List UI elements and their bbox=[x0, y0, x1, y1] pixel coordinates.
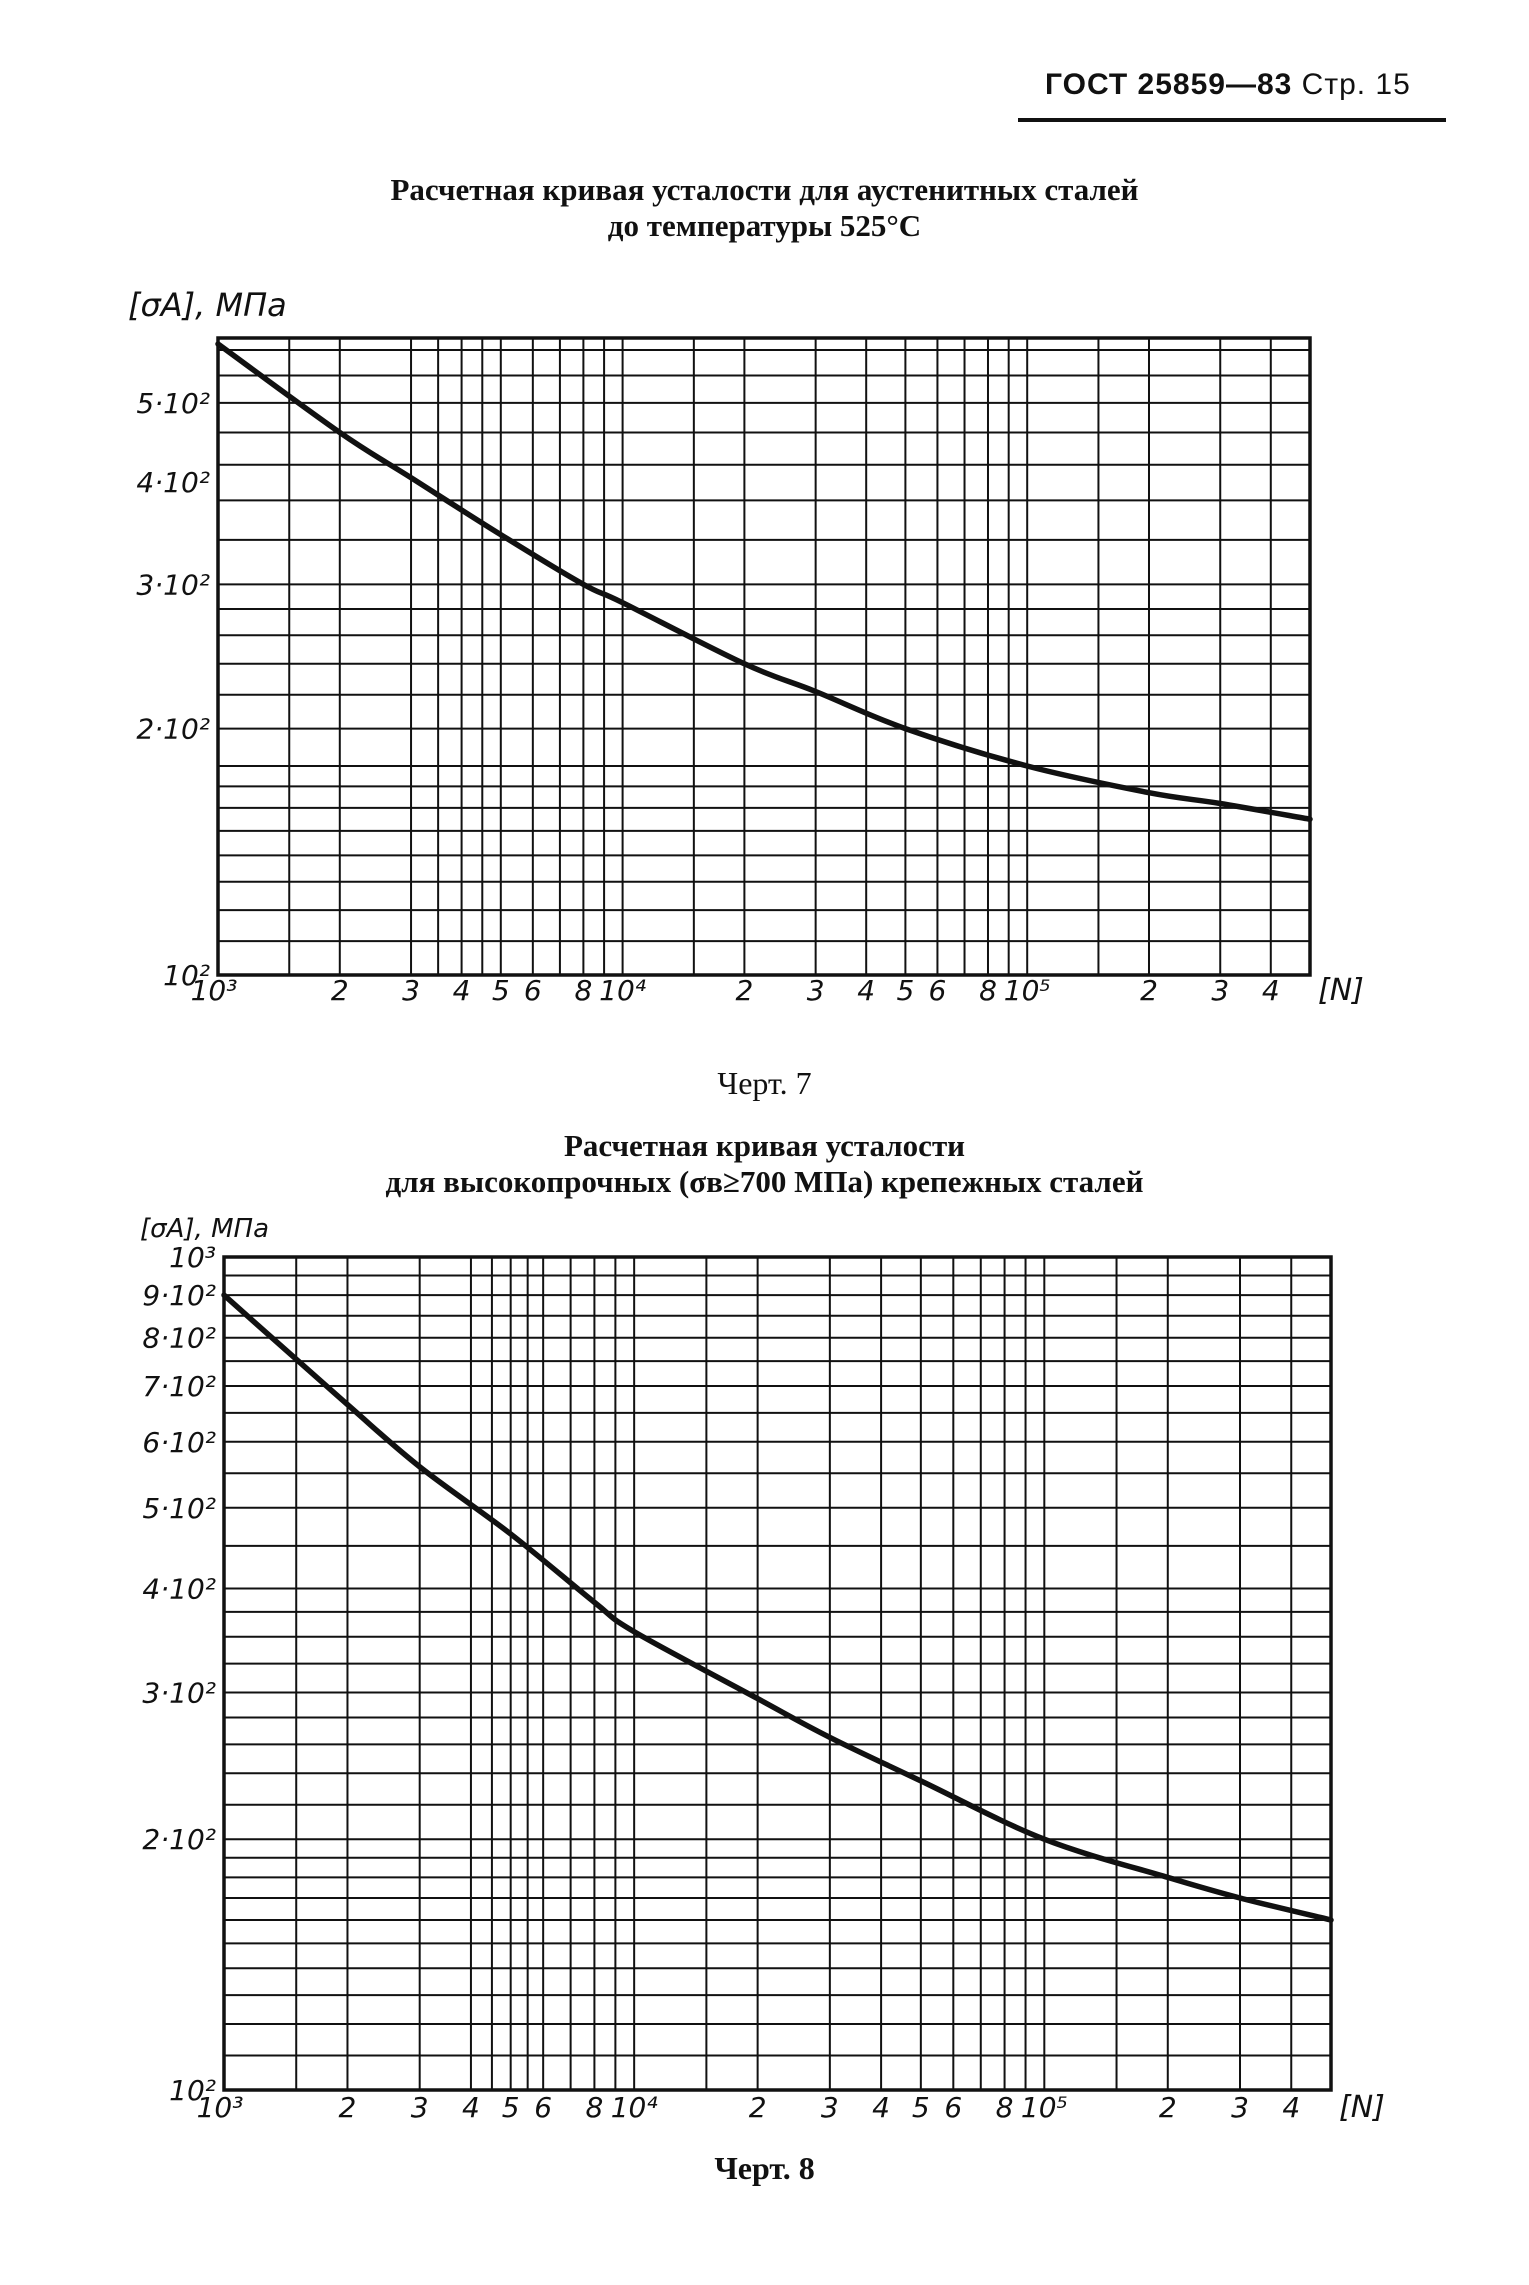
chart7-y-tick-label: 4·10² bbox=[136, 466, 210, 499]
chart8-x-tick-label: 6 bbox=[534, 2091, 552, 2124]
chart7-x-tick-label: 10⁵ bbox=[1004, 974, 1051, 1007]
chart7-x-tick-label: 10³ bbox=[191, 974, 238, 1007]
chart8-y-tick-label: 8·10² bbox=[142, 1322, 216, 1355]
chart7-x-tick-label: 5 bbox=[896, 974, 914, 1007]
chart8-y-tick-label: 3·10² bbox=[142, 1677, 216, 1710]
chart8-x-tick-label: 8 bbox=[585, 2091, 603, 2124]
chart7-x-tick-label: 2 bbox=[331, 974, 349, 1007]
chart8-y-tick-label: 9·10² bbox=[142, 1279, 216, 1312]
chart7-title-line2: до температуры 525°С bbox=[607, 208, 922, 243]
page-number: Стр. 15 bbox=[1301, 68, 1411, 101]
chart8-y-tick-label: 5·10² bbox=[142, 1492, 216, 1525]
chart7-y-tick-label: 10² bbox=[163, 959, 210, 992]
chart8-plot-frame bbox=[222, 1255, 1333, 2092]
chart7-series-curve bbox=[215, 341, 1313, 822]
chart8-x-tick-label: 5 bbox=[912, 2091, 930, 2124]
chart7-x-tick-label: 3 bbox=[402, 974, 420, 1007]
chart8-y-tick-label: 10² bbox=[169, 2074, 216, 2107]
chart7-x-tick-label: 2 bbox=[1140, 974, 1158, 1007]
chart8-y-tick-label: 4·10² bbox=[142, 1572, 216, 1605]
chart7-x-tick-label: 10⁴ bbox=[599, 974, 646, 1007]
chart7-caption: Черт. 7 bbox=[717, 1065, 812, 1101]
chart8-x-tick-label: 3 bbox=[821, 2091, 839, 2124]
chart8-title-line2: для высокопрочных (σв≥700 МПа) крепежных… bbox=[385, 1164, 1144, 1199]
chart8-y-tick-label: 6·10² bbox=[142, 1426, 216, 1459]
chart8-x-tick-label: 4 bbox=[1282, 2091, 1300, 2124]
chart8-x-axis-label: [N] bbox=[1339, 2090, 1385, 2125]
chart7-x-tick-label: 3 bbox=[807, 974, 825, 1007]
chart8-x-tick-label: 8 bbox=[996, 2091, 1014, 2124]
chart7-plot-frame bbox=[216, 336, 1312, 977]
chart7-title-line1: Расчетная кривая усталости для аустенитн… bbox=[390, 172, 1139, 207]
chart8-x-tick-label: 2 bbox=[339, 2091, 357, 2124]
chart8-x-tick-label: 4 bbox=[872, 2091, 890, 2124]
chart8-y-tick-label: 2·10² bbox=[142, 1823, 216, 1856]
chart8-y-tick-label: 10³ bbox=[169, 1241, 216, 1274]
chart8-x-tick-label: 6 bbox=[944, 2091, 962, 2124]
chart8-x-tick-label: 10³ bbox=[197, 2091, 244, 2124]
chart8-series-curve bbox=[221, 1292, 1334, 1923]
chart8-title-line1: Расчетная кривая усталости bbox=[563, 1128, 966, 1163]
chart7-x-tick-label: 5 bbox=[492, 974, 510, 1007]
chart7-x-tick-label: 2 bbox=[735, 974, 753, 1007]
chart7-x-tick-label: 4 bbox=[453, 974, 471, 1007]
chart7-x-tick-label: 4 bbox=[1262, 974, 1280, 1007]
chart8-x-tick-label: 10⁴ bbox=[611, 2091, 658, 2124]
chart8-y-tick-label: 7·10² bbox=[142, 1370, 216, 1403]
chart7-y-tick-label: 3·10² bbox=[136, 568, 210, 601]
header-rule bbox=[1018, 118, 1446, 122]
chart8-x-tick-label: 5 bbox=[502, 2091, 520, 2124]
chart7-fatigue-curve: 10³ 2 3 4 5 6 8 10⁴ 2 3 4 5 6 8 10⁵ 2 3 4 [N]10²2·10²3·10²… bbox=[128, 286, 1364, 1008]
chart7-y-tick-label: 2·10² bbox=[136, 713, 210, 746]
chart8-x-tick-label: 10⁵ bbox=[1021, 2091, 1068, 2124]
chart7-y-axis-label: [σA], МПа bbox=[128, 286, 287, 324]
chart8-caption: Черт. 8 bbox=[714, 2150, 815, 2186]
chart7-x-tick-label: 8 bbox=[979, 974, 997, 1007]
chart8-y-axis-label: [σA], МПа bbox=[140, 1214, 269, 1244]
chart8-x-tick-label: 3 bbox=[411, 2091, 429, 2124]
chart7-y-tick-label: 5·10² bbox=[136, 387, 210, 420]
chart7-x-tick-label: 6 bbox=[524, 974, 542, 1007]
chart8-x-tick-label: 2 bbox=[1159, 2091, 1177, 2124]
chart7-x-tick-label: 3 bbox=[1211, 974, 1229, 1007]
chart7-x-tick-label: 4 bbox=[857, 974, 875, 1007]
chart8-fatigue-curve: 10³ 2 3 4 5 6 8 10⁴ 2 3 4 5 6 8 10⁵ 2 3 4 [N]10²2·10²3·10²… bbox=[140, 1214, 1385, 2125]
page-header: ГОСТ 25859—83 Стр. 15 bbox=[1045, 68, 1411, 102]
chart8-x-tick-label: 3 bbox=[1231, 2091, 1249, 2124]
chart7-x-axis-label: [N] bbox=[1318, 973, 1364, 1008]
chart8-x-tick-label: 4 bbox=[462, 2091, 480, 2124]
chart7-x-tick-label: 8 bbox=[574, 974, 592, 1007]
standard-number: ГОСТ 25859—83 bbox=[1045, 68, 1293, 101]
chart7-x-tick-label: 6 bbox=[929, 974, 947, 1007]
chart8-x-tick-label: 2 bbox=[749, 2091, 767, 2124]
